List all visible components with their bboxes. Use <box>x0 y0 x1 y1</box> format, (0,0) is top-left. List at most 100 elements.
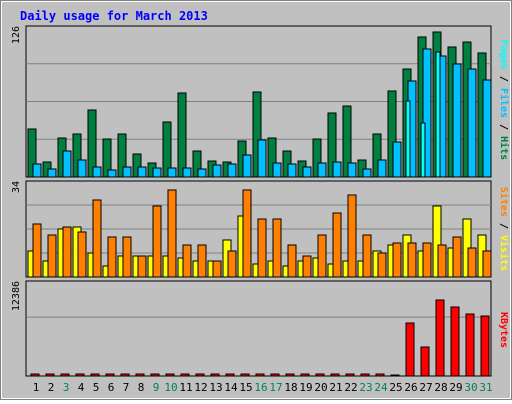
hits-bar-day-6 <box>102 138 112 178</box>
files-bar-day-19 <box>302 166 312 178</box>
kbytes-bar-day-21 <box>330 373 340 377</box>
sites-bar-day-7 <box>122 236 132 278</box>
kbytes-bar-day-13 <box>210 373 220 377</box>
sites-bar-day-27 <box>422 242 432 278</box>
pages-bar-day-28 <box>435 51 441 178</box>
hits-bar-day-16 <box>252 91 262 178</box>
files-bar-day-30 <box>467 68 477 178</box>
sites-bar-day-18 <box>287 244 297 278</box>
hits-bar-day-20 <box>312 138 322 178</box>
label-part-visits: Visits <box>498 235 510 271</box>
day-label-27: 27 <box>419 381 432 394</box>
label-separator: / <box>498 217 509 235</box>
pages-bar-day-27 <box>420 122 426 178</box>
label-part-sites: Sites <box>498 187 510 217</box>
day-label-7: 7 <box>123 381 130 394</box>
right-axis-label: Sites / Visits <box>498 187 510 271</box>
kbytes-bar-day-20 <box>315 373 325 377</box>
files-bar-day-3 <box>62 150 72 178</box>
y-max-label: 34 <box>11 181 22 193</box>
sites-bar-day-29 <box>452 236 462 278</box>
sites-bar-day-5 <box>92 199 102 278</box>
y-max-label: 12386 <box>11 281 22 311</box>
sites-bar-day-9 <box>152 205 162 278</box>
right-axis-label: Pages / Files / Hits <box>498 40 510 160</box>
day-label-5: 5 <box>93 381 100 394</box>
day-label-9: 9 <box>153 381 160 394</box>
sites-bar-day-6 <box>107 236 117 278</box>
files-bar-day-1 <box>32 163 42 178</box>
label-part-files: Files <box>498 88 510 118</box>
files-bar-day-11 <box>182 167 192 178</box>
day-label-1: 1 <box>33 381 40 394</box>
files-bar-day-21 <box>332 161 342 178</box>
label-part-kbytes: KBytes <box>498 312 509 348</box>
sites-bar-day-20 <box>317 234 327 278</box>
right-axis-label: KBytes <box>498 312 509 348</box>
day-label-8: 8 <box>138 381 145 394</box>
kbytes-bar-day-8 <box>135 373 145 377</box>
files-bar-day-9 <box>152 167 162 178</box>
files-bar-day-6 <box>107 169 117 178</box>
sites-bar-day-21 <box>332 212 342 278</box>
files-bar-day-12 <box>197 168 207 178</box>
sites-bar-day-19 <box>302 255 312 278</box>
kbytes-bar-day-7 <box>120 373 130 377</box>
day-label-24: 24 <box>374 381 388 394</box>
day-label-10: 10 <box>164 381 177 394</box>
kbytes-bar-day-31 <box>480 315 490 377</box>
day-label-19: 19 <box>299 381 312 394</box>
day-label-14: 14 <box>224 381 238 394</box>
kbytes-bar-day-16 <box>255 373 265 377</box>
sites-bar-day-31 <box>482 250 492 278</box>
day-label-23: 23 <box>359 381 372 394</box>
kbytes-bar-day-3 <box>60 373 70 377</box>
kbytes-bar-day-1 <box>30 373 40 377</box>
sites-bar-day-2 <box>47 234 57 278</box>
pages-bar-day-26 <box>405 100 411 178</box>
day-label-6: 6 <box>108 381 115 394</box>
kbytes-bar-day-17 <box>270 373 280 377</box>
visits-bar-day-28 <box>432 205 442 278</box>
files-bar-day-8 <box>137 166 147 178</box>
panel-2: 12386 KBytes <box>11 280 509 377</box>
hits-bar-day-10 <box>162 121 172 178</box>
x-axis-day-labels: 1 2 3 4 5 6 7 8 9 10 11 12 13 14 15 16 17 18 19 20 21 22 23 24 2… <box>33 381 493 394</box>
kbytes-bar-day-10 <box>165 373 175 377</box>
day-label-12: 12 <box>194 381 207 394</box>
files-bar-day-10 <box>167 167 177 178</box>
sites-bar-day-16 <box>257 218 267 278</box>
kbytes-bar-day-15 <box>240 373 250 377</box>
kbytes-bar-day-26 <box>405 322 415 377</box>
label-part-pages: Pages <box>498 40 509 70</box>
kbytes-bar-day-12 <box>195 373 205 377</box>
chart-panels: 126 Pages / Files / Hits 34 Sites / Visits 1… <box>11 25 510 377</box>
day-label-17: 17 <box>269 381 282 394</box>
sites-bar-day-12 <box>197 244 207 278</box>
day-label-18: 18 <box>284 381 297 394</box>
hits-bar-day-4 <box>72 133 82 178</box>
day-label-11: 11 <box>179 381 192 394</box>
kbytes-bar-day-27 <box>420 346 430 377</box>
day-label-31: 31 <box>479 381 492 394</box>
kbytes-bar-day-14 <box>225 373 235 377</box>
sites-bar-day-26 <box>407 242 417 278</box>
kbytes-bar-day-29 <box>450 306 460 377</box>
sites-bar-day-30 <box>467 247 477 278</box>
sites-bar-day-10 <box>167 189 177 278</box>
kbytes-bar-day-2 <box>45 373 55 377</box>
sites-bar-day-28 <box>437 244 447 278</box>
kbytes-bar-day-19 <box>300 373 310 377</box>
day-label-28: 28 <box>434 381 447 394</box>
hits-bar-day-7 <box>117 133 127 178</box>
files-bar-day-7 <box>122 166 132 178</box>
files-bar-day-16 <box>257 139 267 178</box>
files-bar-day-4 <box>77 159 87 178</box>
day-label-29: 29 <box>449 381 462 394</box>
files-bar-day-14 <box>227 163 237 178</box>
kbytes-bar-day-6 <box>105 373 115 377</box>
sites-bar-day-11 <box>182 244 192 278</box>
files-bar-day-25 <box>392 141 402 178</box>
hits-bar-day-21 <box>327 112 337 178</box>
sites-bar-day-24 <box>377 252 387 278</box>
